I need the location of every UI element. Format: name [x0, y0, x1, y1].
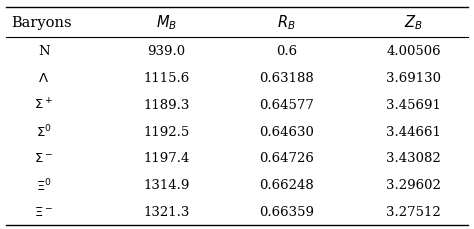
Text: 3.29602: 3.29602 [386, 179, 441, 192]
Text: 0.64630: 0.64630 [259, 125, 314, 138]
Text: 0.6: 0.6 [276, 44, 297, 57]
Text: $\Xi^-$: $\Xi^-$ [34, 205, 54, 218]
Text: $\Lambda$: $\Lambda$ [38, 71, 49, 84]
Text: 1192.5: 1192.5 [143, 125, 190, 138]
Text: $\Sigma^+$: $\Sigma^+$ [34, 97, 54, 112]
Text: N: N [38, 44, 50, 57]
Text: 1189.3: 1189.3 [143, 98, 190, 111]
Text: $M_B$: $M_B$ [156, 14, 177, 32]
Text: $R_B$: $R_B$ [277, 14, 296, 32]
Text: $\Sigma^-$: $\Sigma^-$ [34, 152, 54, 165]
Text: 1115.6: 1115.6 [143, 71, 190, 84]
Text: 0.64577: 0.64577 [259, 98, 314, 111]
Text: 1321.3: 1321.3 [143, 205, 190, 218]
Text: $\Xi^0$: $\Xi^0$ [36, 177, 52, 193]
Text: 3.69130: 3.69130 [386, 71, 441, 84]
Text: $Z_B$: $Z_B$ [404, 14, 423, 32]
Text: 3.45691: 3.45691 [386, 98, 441, 111]
Text: 0.64726: 0.64726 [259, 152, 314, 165]
Text: 3.44661: 3.44661 [386, 125, 441, 138]
Text: 0.63188: 0.63188 [259, 71, 314, 84]
Text: 0.66248: 0.66248 [259, 179, 314, 192]
Text: 4.00506: 4.00506 [386, 44, 441, 57]
Text: 1314.9: 1314.9 [143, 179, 190, 192]
Text: $\Sigma^0$: $\Sigma^0$ [36, 123, 52, 140]
Text: 939.0: 939.0 [147, 44, 185, 57]
Text: 0.66359: 0.66359 [259, 205, 314, 218]
Text: 1197.4: 1197.4 [143, 152, 190, 165]
Text: Baryons: Baryons [11, 16, 72, 30]
Text: 3.27512: 3.27512 [386, 205, 441, 218]
Text: 3.43082: 3.43082 [386, 152, 441, 165]
